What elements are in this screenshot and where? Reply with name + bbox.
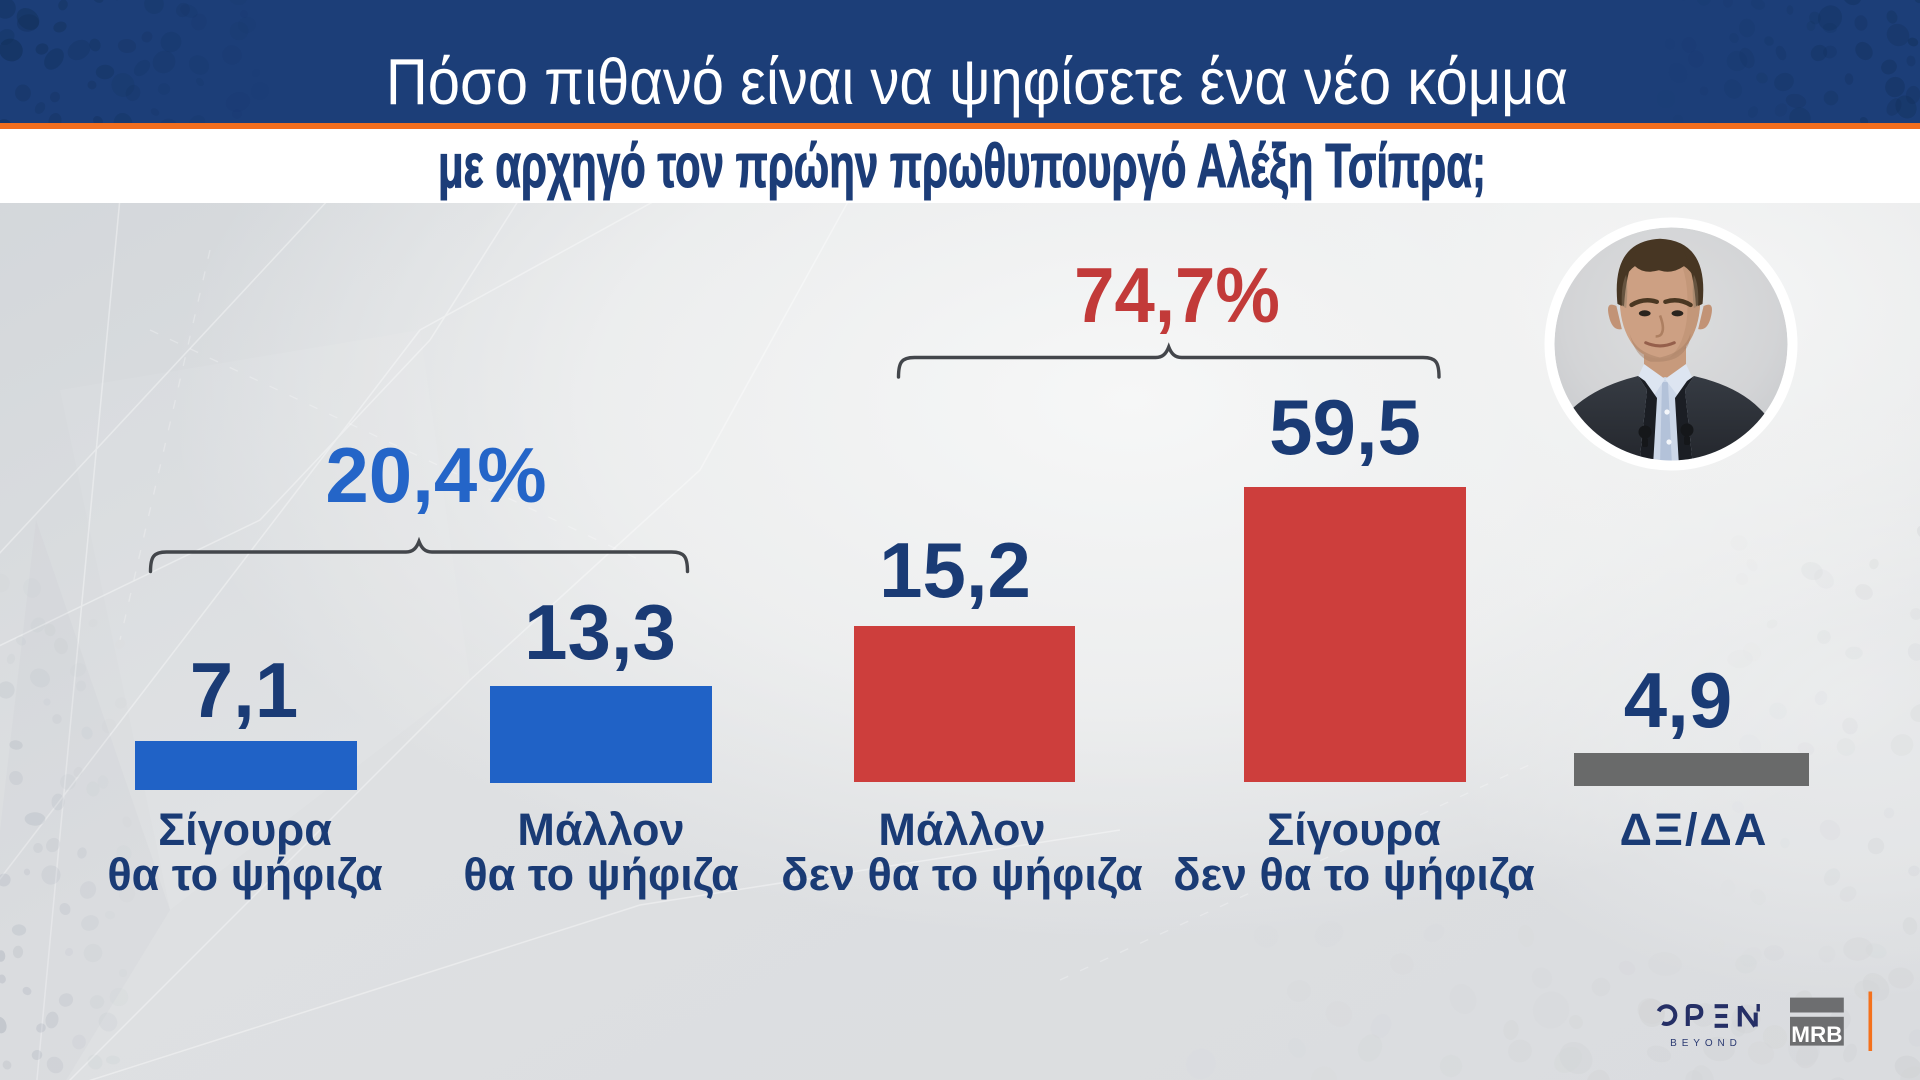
svg-text:MRB: MRB	[1791, 1022, 1842, 1047]
svg-text:BEYOND: BEYOND	[1670, 1038, 1742, 1049]
